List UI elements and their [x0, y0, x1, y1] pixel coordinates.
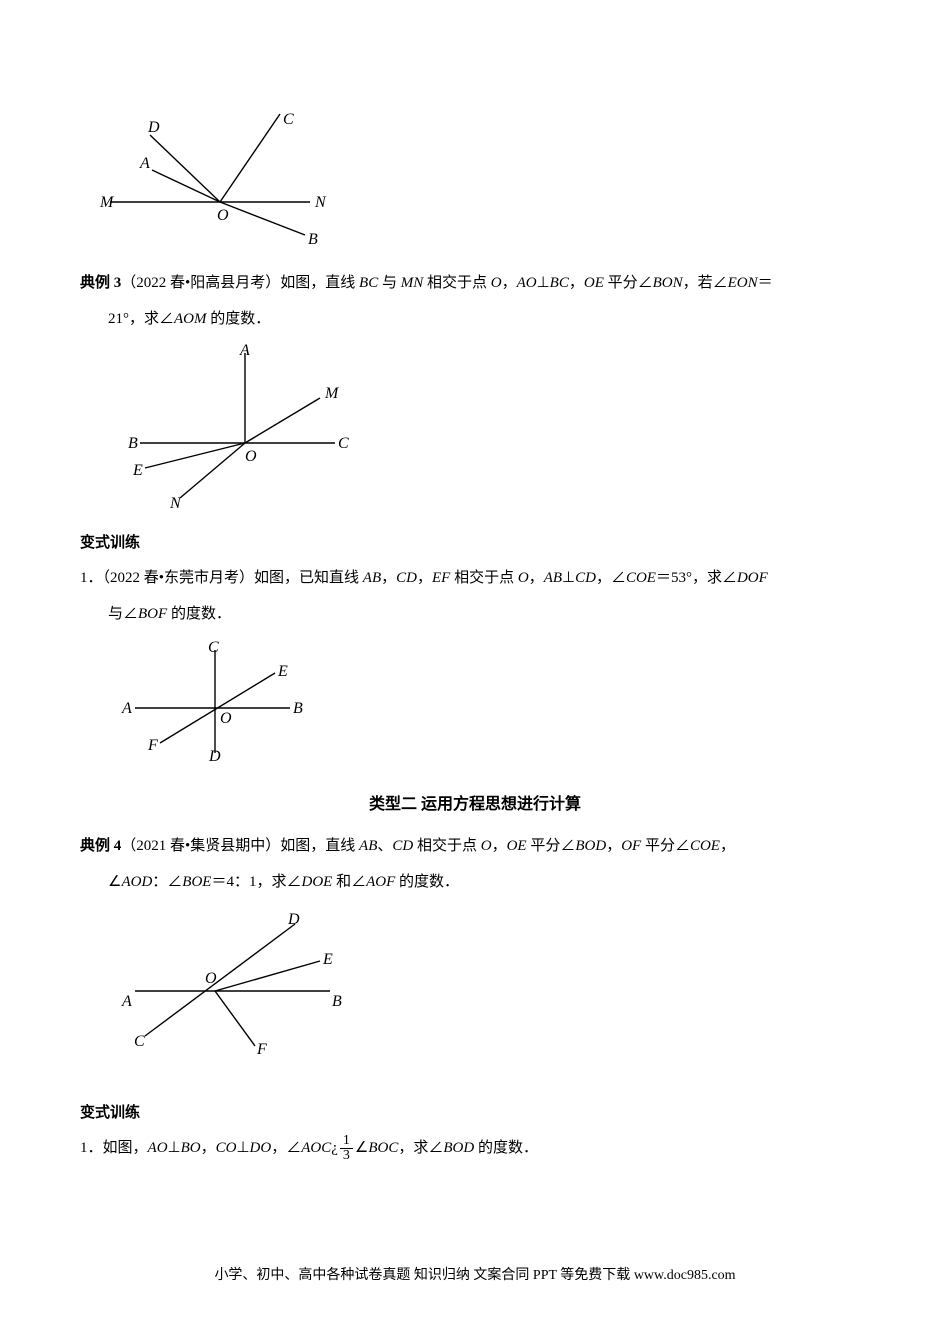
- label-O: O: [205, 970, 217, 987]
- subheading-variant-2: 变式训练: [80, 1101, 870, 1122]
- label-O: O: [217, 207, 229, 224]
- diagram-1: D A M N C B O: [100, 110, 870, 255]
- label-A: A: [239, 343, 250, 359]
- label-D: D: [147, 119, 160, 136]
- label-B: B: [332, 993, 342, 1010]
- footer-text: 小学、初中、高中各种试卷真题 知识归纳 文案合同 PPT 等免费下载: [214, 1268, 633, 1283]
- problem-4-label: 典例 4: [80, 838, 121, 854]
- label-E: E: [277, 663, 288, 680]
- diagram-2: A M B C E N O: [120, 343, 870, 513]
- label-C: C: [134, 1033, 145, 1050]
- fraction-1-3: 13: [340, 1134, 353, 1163]
- label-F: F: [147, 737, 158, 754]
- label-N: N: [169, 495, 182, 508]
- footer-url: www.doc985.com: [634, 1268, 736, 1283]
- label-C: C: [208, 639, 219, 656]
- label-D: D: [287, 911, 300, 928]
- problem-3-label: 典例 3: [80, 275, 121, 291]
- label-E: E: [132, 462, 143, 479]
- label-A: A: [139, 155, 150, 172]
- label-A: A: [121, 700, 132, 717]
- label-B: B: [293, 700, 303, 717]
- label-M: M: [100, 194, 115, 211]
- subheading-variant-1: 变式训练: [80, 531, 870, 552]
- problem-3: 典例 3（2022 春•阳高县月考）如图，直线 BC 与 MN 相交于点 O，A…: [80, 265, 870, 337]
- page-footer: 小学、初中、高中各种试卷真题 知识归纳 文案合同 PPT 等免费下载 www.d…: [0, 1264, 950, 1284]
- label-O: O: [220, 710, 232, 727]
- label-C: C: [283, 111, 294, 128]
- diagram-3: C E A B F D O: [120, 638, 870, 768]
- label-N: N: [314, 194, 327, 211]
- variant-problem-1: 1．（2022 春•东莞市月考）如图，已知直线 AB，CD，EF 相交于点 O，…: [80, 560, 870, 632]
- label-F: F: [256, 1041, 267, 1056]
- label-C: C: [338, 435, 349, 452]
- label-B: B: [308, 231, 318, 248]
- section-2-title: 类型二 运用方程思想进行计算: [80, 790, 870, 814]
- diagram-4: D E A B C F O: [120, 906, 870, 1061]
- label-O: O: [245, 448, 257, 465]
- label-D: D: [208, 748, 221, 763]
- label-B: B: [128, 435, 138, 452]
- label-E: E: [322, 951, 333, 968]
- label-A: A: [121, 993, 132, 1010]
- variant-problem-2: 1．如图，AO⊥BO，CO⊥DO，∠AOC¿13∠BOC，求∠BOD 的度数．: [80, 1130, 870, 1166]
- label-M: M: [324, 385, 340, 402]
- problem-4: 典例 4（2021 春•集贤县期中）如图，直线 AB、CD 相交于点 O，OE …: [80, 828, 870, 900]
